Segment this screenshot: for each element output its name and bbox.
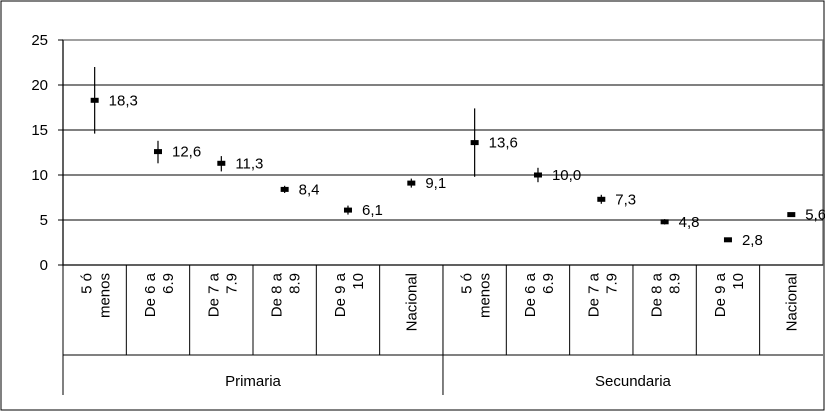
plot-area (62, 39, 824, 266)
group-label: Secundaria (595, 373, 672, 390)
data-point (470, 140, 479, 146)
y-tick-label: 0 (40, 257, 48, 274)
data-label: 13,6 (489, 135, 518, 152)
y-tick-label: 5 (40, 212, 48, 229)
y-tick-label: 10 (31, 167, 48, 184)
x-axis-categories: 5 ómenos De 6 a6.9 De 7 a7.9 De 8 a8.9 De 9 … (62, 265, 800, 355)
grid-lines (63, 84, 823, 221)
data-label: 8,4 (299, 181, 320, 198)
x-category-label: De 6 a6.9 (142, 272, 177, 317)
data-label: 9,1 (425, 175, 446, 192)
data-point (723, 237, 732, 243)
x-category-label: 5 ómenos (79, 273, 114, 318)
data-label: 11,3 (235, 155, 263, 172)
data-points (90, 97, 796, 243)
data-point (597, 196, 606, 202)
data-label: 10,0 (552, 167, 581, 184)
data-label: 4,8 (679, 214, 700, 231)
data-point (787, 212, 796, 218)
data-point (407, 180, 416, 186)
data-point (660, 219, 669, 225)
x-category-label: De 6 a6.9 (522, 272, 557, 317)
x-category-label: De 7 a7.9 (585, 272, 620, 317)
x-category-label: De 9 a10 (332, 272, 367, 317)
x-category-label: De 8 a8.9 (649, 272, 684, 317)
data-point (90, 97, 99, 103)
y-tick-label: 25 (31, 32, 48, 49)
x-category-label: De 7 a7.9 (205, 272, 240, 317)
data-label: 5,6 (805, 207, 825, 224)
data-point (217, 160, 226, 166)
data-point (343, 207, 352, 213)
x-category-label: De 9 a10 (712, 272, 747, 317)
y-tick-label: 15 (31, 122, 48, 139)
data-label: 12,6 (172, 144, 201, 161)
x-axis-groups: Primaria Secundaria (62, 265, 823, 395)
y-tick-label: 20 (31, 77, 48, 94)
data-point (153, 149, 162, 155)
data-label: 6,1 (362, 202, 383, 219)
data-label: 18,3 (109, 92, 138, 109)
group-label: Primaria (225, 373, 281, 390)
data-labels: 18,3 12,6 11,3 8,4 6,1 9,1 13,6 10,0 7,3 4,8 2,8 5,… (109, 92, 825, 249)
x-category-label: Nacional (783, 273, 800, 331)
data-label: 7,3 (615, 191, 636, 208)
x-category-label: De 8 a8.9 (269, 272, 304, 317)
x-category-label: Nacional (403, 273, 420, 331)
data-point (533, 172, 542, 178)
data-point (280, 186, 289, 192)
data-label: 2,8 (742, 232, 763, 249)
x-category-label: 5 ómenos (459, 273, 494, 318)
